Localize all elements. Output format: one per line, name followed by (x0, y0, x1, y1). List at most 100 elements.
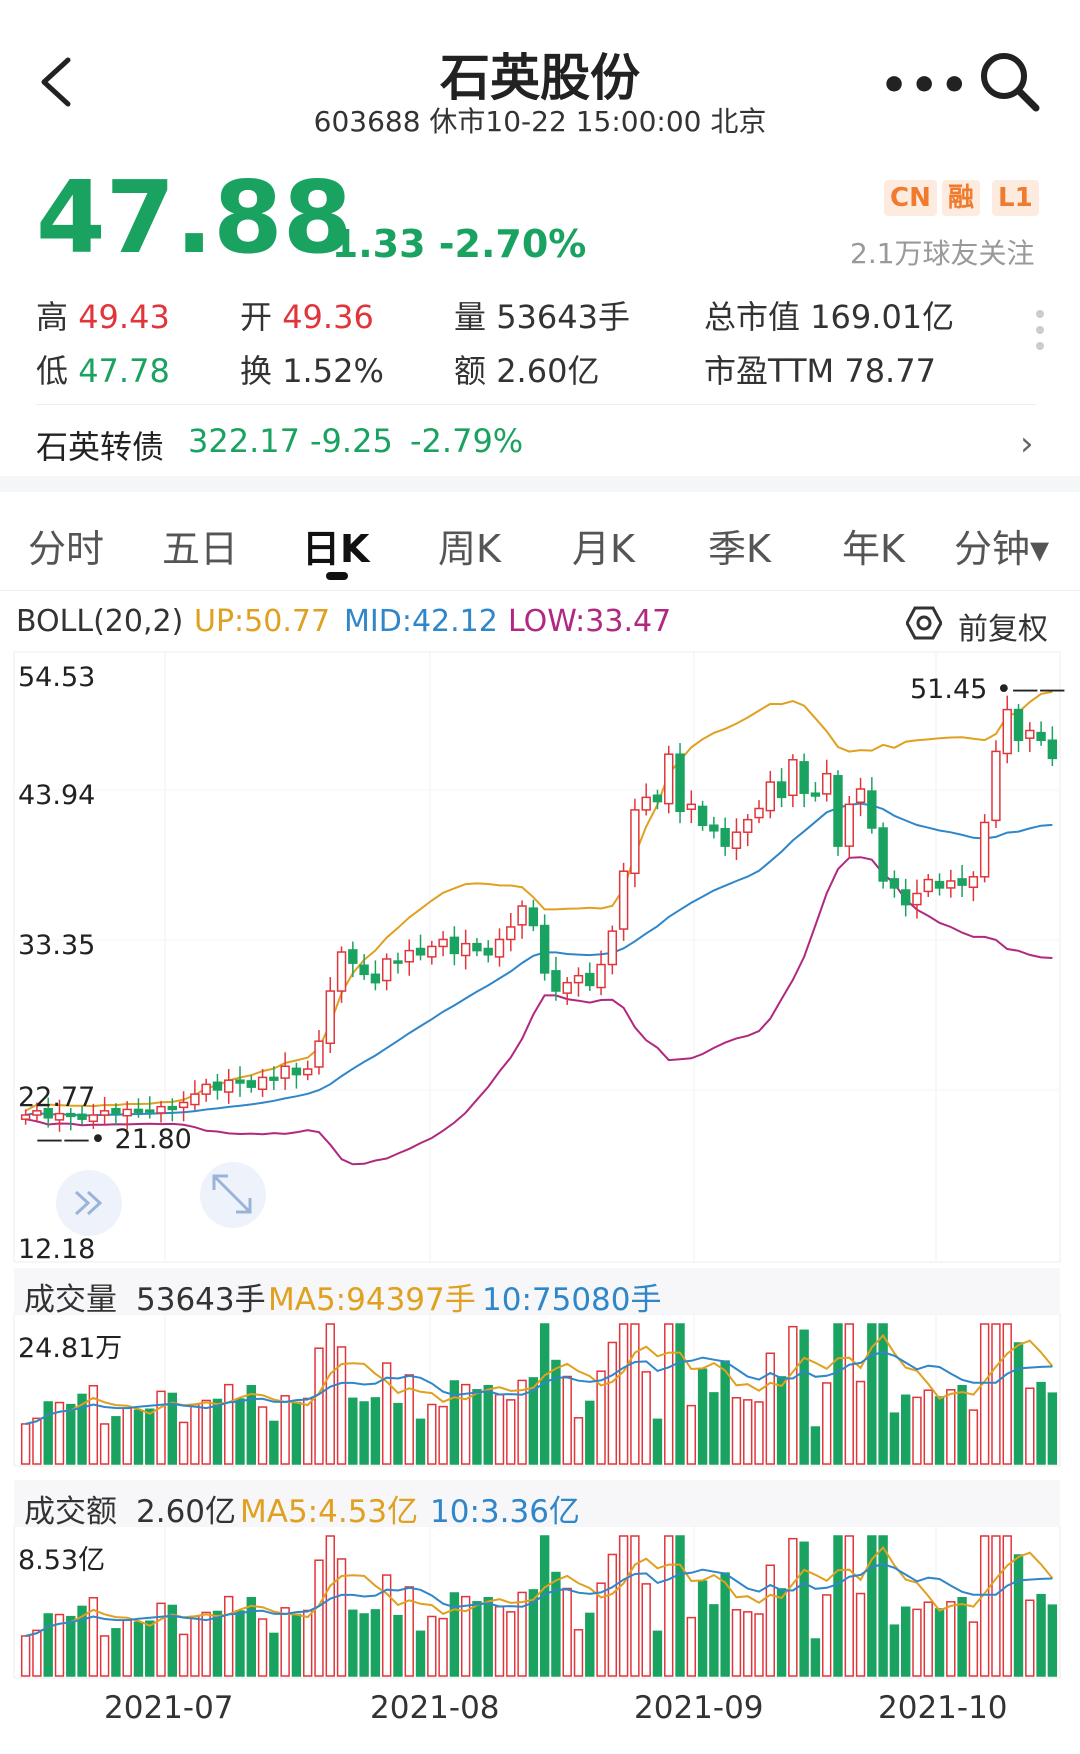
amount-bar (1047, 1604, 1058, 1677)
amount-bar (32, 1629, 42, 1677)
amount-bar (585, 1612, 595, 1677)
volume-bar (686, 1404, 697, 1465)
tab-yearly-k[interactable]: 年K (842, 527, 905, 571)
chevron-right-icon[interactable]: › (1020, 424, 1034, 464)
tab-daily-k[interactable]: 日K (302, 527, 370, 571)
candle-body (381, 958, 392, 982)
fullscreen-button[interactable] (200, 1162, 266, 1228)
candle-body (551, 970, 561, 992)
volume-bar (585, 1400, 595, 1465)
volume-bar (359, 1401, 369, 1465)
volume-bar (889, 1412, 900, 1465)
volume-bar (43, 1401, 53, 1465)
candle-body (923, 878, 933, 893)
volume-bar (652, 1418, 663, 1465)
adjust-mode-button[interactable]: 前复权 (958, 612, 1048, 647)
current-price: 47.88 (36, 159, 353, 276)
more-icon[interactable]: ••• (880, 60, 971, 111)
amount-bar (111, 1628, 121, 1677)
section-gap (0, 476, 1080, 492)
candle-body (867, 790, 877, 829)
follower-count: 2.1万球友关注 (850, 237, 1035, 270)
candle-body (776, 781, 787, 799)
volume-label[interactable]: 成交量 (24, 1282, 117, 1318)
amount-label[interactable]: 成交额 (24, 1494, 117, 1530)
tab-weekly-k[interactable]: 周K (438, 527, 501, 571)
l1-badge: L1 (992, 180, 1039, 216)
expand-stats-icon[interactable] (1036, 310, 1044, 358)
amount-bar (133, 1621, 144, 1677)
amount-bar (325, 1535, 335, 1677)
volume-bar (494, 1393, 505, 1465)
amount-bar (291, 1613, 302, 1677)
amount-bar (618, 1535, 629, 1677)
low-stat: 低 47.78 (36, 346, 170, 392)
candle-body (257, 1076, 268, 1090)
bond-name[interactable]: 石英转债 (36, 428, 165, 466)
tab-quarterly-k[interactable]: 季K (708, 527, 771, 571)
amount-bar (494, 1605, 505, 1677)
amount-bar (257, 1618, 268, 1677)
settings-icon[interactable] (906, 606, 942, 640)
volume-bar (878, 1323, 888, 1465)
amount-bar (844, 1535, 854, 1677)
amount-axis-max: 8.53亿 (18, 1545, 106, 1576)
tab-minute[interactable]: 分钟▾ (954, 527, 1050, 571)
amount-bar (336, 1558, 347, 1677)
volume-bar (167, 1392, 178, 1465)
candle-body (562, 981, 572, 994)
search-icon[interactable] (976, 48, 1042, 114)
amount-bar (1036, 1593, 1046, 1677)
volume-value: 53643手 (496, 298, 630, 336)
x-axis-label: 2021-07 (104, 1690, 234, 1726)
amount-bar (652, 1630, 663, 1677)
volume-bar (111, 1416, 121, 1465)
candle-body (370, 973, 381, 984)
volume-bar (607, 1341, 618, 1465)
volume-bar (573, 1417, 584, 1465)
candle-body (664, 753, 674, 805)
open-label: 开 (240, 298, 273, 336)
scroll-right-button[interactable] (56, 1170, 122, 1236)
volume-bar (991, 1323, 1001, 1465)
candle-body (788, 759, 798, 797)
volume-header (14, 1268, 1060, 1314)
volume-bar (923, 1389, 933, 1465)
x-axis-label: 2021-10 (878, 1690, 1008, 1726)
volume-bar (697, 1368, 708, 1465)
candle-body (178, 1101, 189, 1109)
amount-bar (596, 1582, 606, 1677)
candle-body (404, 949, 414, 963)
candle-body (438, 938, 448, 948)
high-value: 49.43 (78, 298, 170, 336)
candle-body (1002, 708, 1012, 755)
volume-bar (562, 1375, 572, 1465)
candle-body (585, 972, 595, 987)
amount-bar (20, 1635, 31, 1677)
volume-bar (641, 1371, 651, 1465)
amount-bar (551, 1571, 561, 1677)
expand-icon (212, 1174, 252, 1214)
tab-five-day[interactable]: 五日 (162, 527, 239, 571)
amount-bar (923, 1601, 933, 1677)
candle-body (844, 803, 854, 847)
back-arrow-icon[interactable] (34, 52, 84, 112)
tab-monthly-k[interactable]: 月K (572, 527, 635, 571)
candle-body (190, 1093, 200, 1106)
volume-bar (979, 1323, 990, 1465)
amount-bar (77, 1605, 87, 1677)
candle-body (156, 1105, 166, 1114)
amount-bar (393, 1614, 403, 1677)
amount-bar (178, 1633, 189, 1677)
candle-body (348, 949, 358, 964)
tab-intraday[interactable]: 分时 (28, 527, 105, 571)
amount-bar (1025, 1599, 1035, 1677)
volume-bar (472, 1389, 482, 1465)
boll-label[interactable]: BOLL(20,2) (16, 604, 184, 639)
amount-header (14, 1480, 1060, 1526)
volume-bar (66, 1403, 76, 1465)
amount-bar (156, 1602, 166, 1677)
volume-bar (483, 1384, 493, 1465)
candle-body (539, 924, 550, 974)
